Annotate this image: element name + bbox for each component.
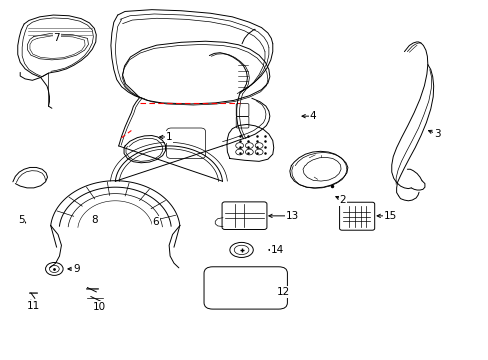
Text: 5: 5 (18, 215, 24, 225)
Text: 15: 15 (384, 211, 397, 221)
Text: 10: 10 (92, 302, 105, 312)
Text: 7: 7 (53, 33, 60, 43)
Text: 11: 11 (27, 301, 41, 311)
Text: 13: 13 (285, 211, 298, 221)
Text: 3: 3 (433, 129, 440, 139)
Text: 9: 9 (73, 264, 80, 274)
Text: 12: 12 (276, 287, 289, 297)
Text: 2: 2 (339, 195, 346, 205)
Text: 8: 8 (91, 215, 98, 225)
Text: 6: 6 (152, 217, 159, 227)
Text: 4: 4 (309, 111, 315, 121)
Text: 14: 14 (270, 245, 284, 255)
Text: 1: 1 (165, 132, 172, 142)
